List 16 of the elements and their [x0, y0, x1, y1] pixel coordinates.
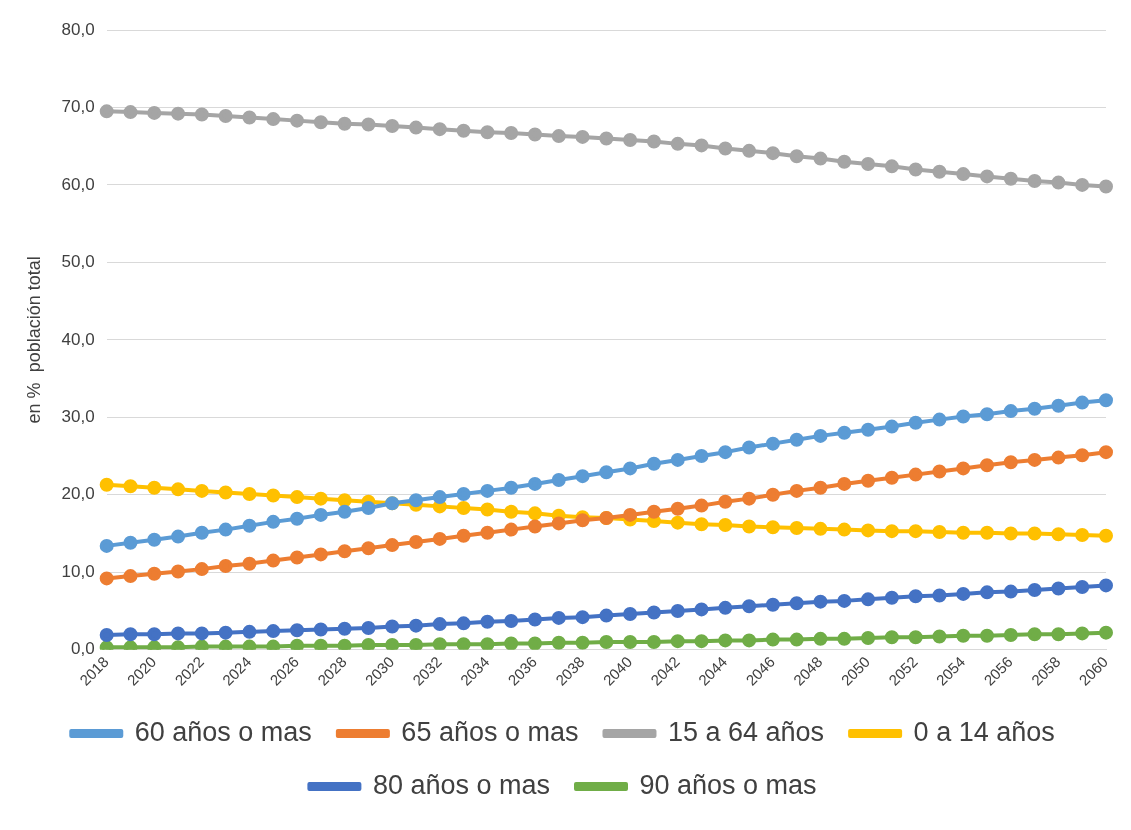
legend-label: 90 años o mas [639, 769, 817, 800]
legend-label: 0 a 14 años [913, 716, 1055, 747]
legend-label: 15 a 64 años [667, 716, 825, 747]
legend-label: 60 años o mas [134, 716, 312, 747]
legend-label: 80 años o mas [372, 769, 550, 800]
y-tick-label: 40,0 [61, 329, 95, 349]
legend-label: 65 años o mas [401, 716, 579, 747]
y-tick-label: 0,0 [71, 639, 95, 659]
y-tick-label: 20,0 [61, 484, 95, 504]
y-tick-label: 50,0 [61, 252, 95, 272]
y-tick-label: 30,0 [61, 406, 95, 426]
y-tick-label: 60,0 [61, 174, 95, 194]
y-tick-label: 10,0 [61, 561, 95, 581]
y-tick-label: 80,0 [61, 19, 95, 39]
y-tick-label: 70,0 [61, 97, 95, 117]
y-axis-title: en % población total [23, 256, 44, 424]
